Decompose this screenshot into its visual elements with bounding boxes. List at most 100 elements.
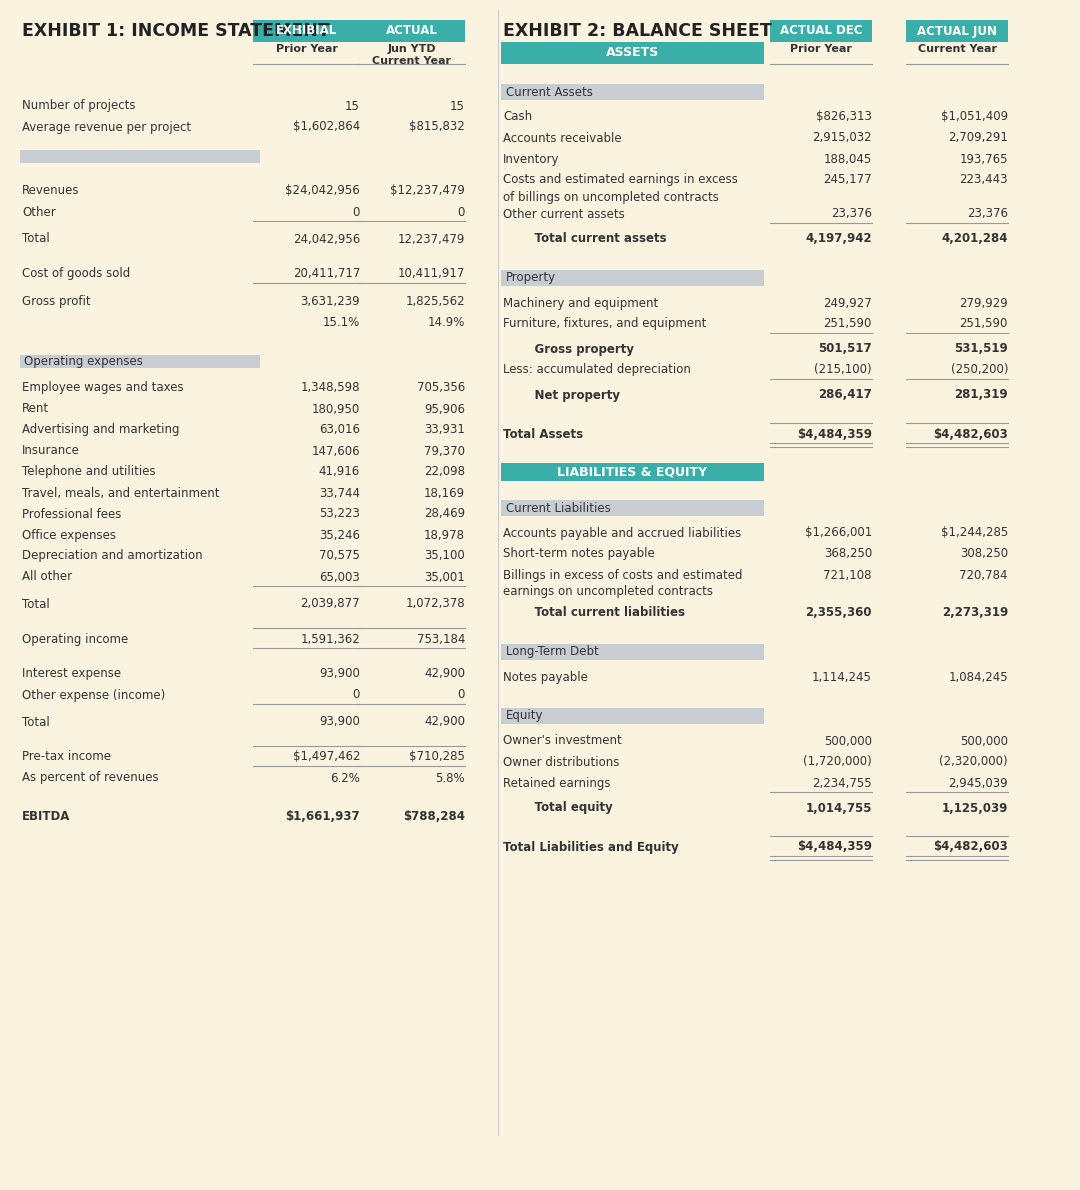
- Text: 251,590: 251,590: [824, 318, 872, 331]
- FancyBboxPatch shape: [770, 20, 872, 42]
- Text: 33,931: 33,931: [424, 424, 465, 437]
- Text: 18,978: 18,978: [424, 528, 465, 541]
- Text: 4,197,942: 4,197,942: [806, 232, 872, 245]
- Text: ACTUAL: ACTUAL: [386, 25, 437, 38]
- Text: 15: 15: [346, 100, 360, 113]
- Text: 28,469: 28,469: [423, 507, 465, 520]
- Text: Total: Total: [22, 715, 50, 728]
- Text: Total current assets: Total current assets: [518, 232, 666, 245]
- Text: 500,000: 500,000: [960, 734, 1008, 747]
- Text: 368,250: 368,250: [824, 547, 872, 560]
- Text: 223,443: 223,443: [959, 174, 1008, 187]
- Text: 23,376: 23,376: [831, 207, 872, 220]
- Text: 18,169: 18,169: [423, 487, 465, 500]
- Text: $710,285: $710,285: [409, 751, 465, 764]
- Text: 1,084,245: 1,084,245: [948, 670, 1008, 683]
- Text: Inventory: Inventory: [503, 152, 559, 165]
- Text: 188,045: 188,045: [824, 152, 872, 165]
- Text: 93,900: 93,900: [319, 715, 360, 728]
- Text: Advertising and marketing: Advertising and marketing: [22, 424, 179, 437]
- Text: Total Assets: Total Assets: [503, 427, 583, 440]
- Text: Operating expenses: Operating expenses: [24, 355, 143, 368]
- Text: 1,591,362: 1,591,362: [300, 633, 360, 645]
- Text: 10,411,917: 10,411,917: [397, 268, 465, 281]
- Text: Total equity: Total equity: [518, 802, 612, 814]
- Text: 2,709,291: 2,709,291: [948, 132, 1008, 144]
- Text: Professional fees: Professional fees: [22, 507, 121, 520]
- Text: Average revenue per project: Average revenue per project: [22, 120, 191, 133]
- Text: $4,482,603: $4,482,603: [933, 427, 1008, 440]
- Text: Costs and estimated earnings in excess: Costs and estimated earnings in excess: [503, 174, 738, 187]
- Text: Current Liabilities: Current Liabilities: [507, 501, 611, 514]
- Text: EBITDA: EBITDA: [22, 810, 70, 823]
- Text: 308,250: 308,250: [960, 547, 1008, 560]
- Text: LIABILITIES & EQUITY: LIABILITIES & EQUITY: [557, 465, 707, 478]
- Text: Insurance: Insurance: [22, 445, 80, 457]
- Text: $4,484,359: $4,484,359: [797, 840, 872, 853]
- Text: ACTUAL DEC: ACTUAL DEC: [780, 25, 862, 38]
- Text: Equity: Equity: [507, 709, 543, 722]
- Text: 20,411,717: 20,411,717: [293, 268, 360, 281]
- Text: 2,945,039: 2,945,039: [948, 777, 1008, 789]
- Text: Other expense (income): Other expense (income): [22, 689, 165, 701]
- Text: (250,200): (250,200): [950, 363, 1008, 376]
- Text: $4,484,359: $4,484,359: [797, 427, 872, 440]
- FancyBboxPatch shape: [501, 644, 764, 660]
- FancyBboxPatch shape: [501, 708, 764, 724]
- Text: Total: Total: [22, 597, 50, 610]
- Text: 1,072,378: 1,072,378: [405, 597, 465, 610]
- Text: $1,266,001: $1,266,001: [805, 526, 872, 539]
- Text: 2,234,755: 2,234,755: [812, 777, 872, 789]
- Text: 35,100: 35,100: [424, 550, 465, 563]
- Text: 0: 0: [353, 689, 360, 701]
- Text: 42,900: 42,900: [424, 668, 465, 681]
- Text: Employee wages and taxes: Employee wages and taxes: [22, 382, 184, 395]
- Text: 2,355,360: 2,355,360: [806, 607, 872, 620]
- Text: Total current liabilities: Total current liabilities: [518, 607, 685, 620]
- FancyBboxPatch shape: [253, 20, 360, 42]
- Text: 65,003: 65,003: [320, 570, 360, 583]
- Text: 1,125,039: 1,125,039: [942, 802, 1008, 814]
- Text: 5.8%: 5.8%: [435, 771, 465, 784]
- Text: $815,832: $815,832: [409, 120, 465, 133]
- Text: 286,417: 286,417: [819, 388, 872, 401]
- Text: Current Assets: Current Assets: [507, 86, 593, 99]
- Text: 0: 0: [458, 689, 465, 701]
- Text: Total Liabilities and Equity: Total Liabilities and Equity: [503, 840, 678, 853]
- Text: Less: accumulated depreciation: Less: accumulated depreciation: [503, 363, 691, 376]
- Text: 95,906: 95,906: [424, 402, 465, 415]
- Text: 1,348,598: 1,348,598: [300, 382, 360, 395]
- Text: ASSETS: ASSETS: [606, 46, 659, 60]
- Text: $24,042,956: $24,042,956: [285, 184, 360, 198]
- Text: 2,039,877: 2,039,877: [300, 597, 360, 610]
- Text: of billings on uncompleted contracts: of billings on uncompleted contracts: [503, 190, 719, 203]
- Text: $4,482,603: $4,482,603: [933, 840, 1008, 853]
- Text: 281,319: 281,319: [955, 388, 1008, 401]
- Text: Owner distributions: Owner distributions: [503, 756, 619, 769]
- Text: 2,915,032: 2,915,032: [812, 132, 872, 144]
- Text: Owner's investment: Owner's investment: [503, 734, 622, 747]
- Text: 4,201,284: 4,201,284: [942, 232, 1008, 245]
- Text: 15.1%: 15.1%: [323, 315, 360, 328]
- Text: Office expenses: Office expenses: [22, 528, 116, 541]
- Text: 721,108: 721,108: [824, 569, 872, 582]
- Text: EXHIBIT 1: INCOME STATEMENT: EXHIBIT 1: INCOME STATEMENT: [22, 21, 329, 40]
- Text: Rent: Rent: [22, 402, 49, 415]
- FancyBboxPatch shape: [501, 463, 764, 481]
- Text: Accounts payable and accrued liabilities: Accounts payable and accrued liabilities: [503, 526, 741, 539]
- Text: Prior Year: Prior Year: [791, 44, 852, 54]
- Text: Machinery and equipment: Machinery and equipment: [503, 296, 658, 309]
- Text: $1,661,937: $1,661,937: [285, 810, 360, 823]
- Text: $1,244,285: $1,244,285: [941, 526, 1008, 539]
- Text: 1,825,562: 1,825,562: [405, 294, 465, 307]
- Text: 6.2%: 6.2%: [330, 771, 360, 784]
- Text: Number of projects: Number of projects: [22, 100, 135, 113]
- Text: Property: Property: [507, 271, 556, 284]
- Text: Furniture, fixtures, and equipment: Furniture, fixtures, and equipment: [503, 318, 706, 331]
- Text: 705,356: 705,356: [417, 382, 465, 395]
- Text: Telephone and utilities: Telephone and utilities: [22, 465, 156, 478]
- Text: EXHIBIT 2: BALANCE SHEET: EXHIBIT 2: BALANCE SHEET: [503, 21, 771, 40]
- Text: 531,519: 531,519: [955, 343, 1008, 356]
- Text: Jun YTD
Current Year: Jun YTD Current Year: [373, 44, 451, 67]
- Text: Depreciation and amortization: Depreciation and amortization: [22, 550, 203, 563]
